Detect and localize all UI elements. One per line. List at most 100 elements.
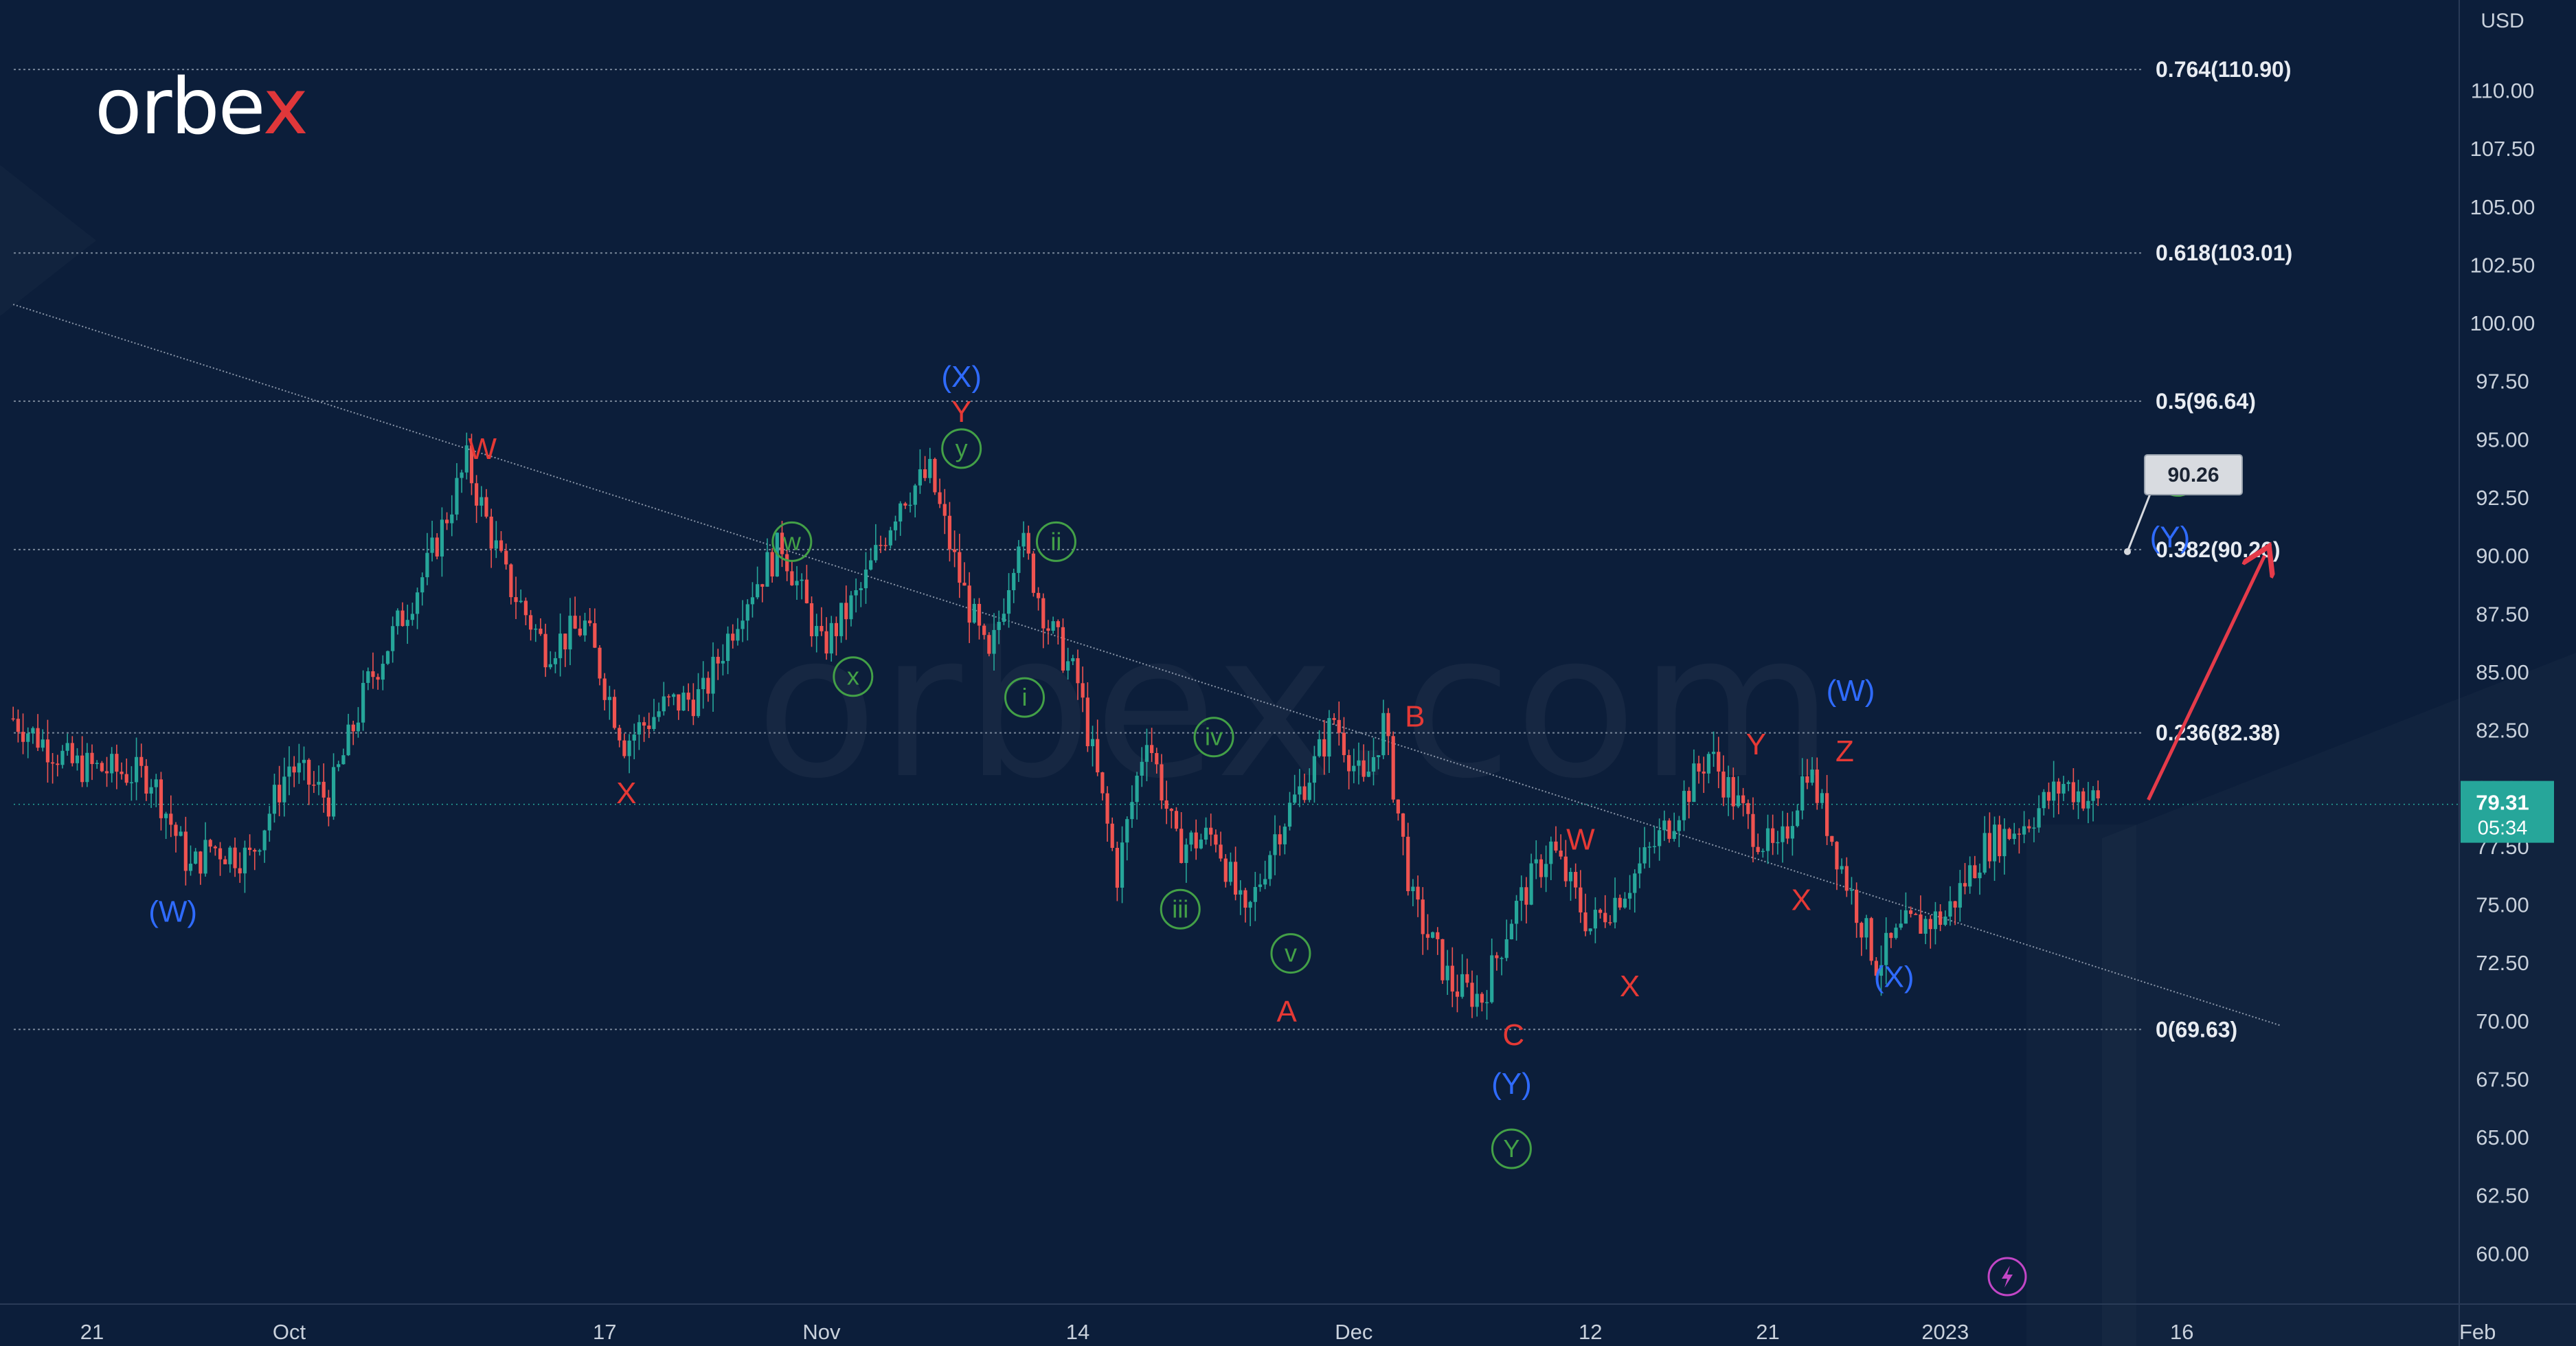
candle-body — [1017, 546, 1021, 573]
candle-body — [1647, 846, 1651, 848]
candle-body — [1889, 932, 1893, 939]
candle-body — [972, 603, 976, 623]
candle-body — [2032, 827, 2036, 829]
candle-body — [1554, 841, 1558, 851]
candle-body — [1785, 826, 1789, 839]
candle-body — [1776, 842, 1780, 844]
candle-body — [642, 722, 646, 726]
candle-body — [756, 584, 760, 598]
y-tick-label: 65.00 — [2476, 1125, 2529, 1149]
candle-body — [1544, 864, 1548, 877]
candle-body — [1603, 912, 1607, 923]
y-tick-label: 107.50 — [2470, 137, 2535, 161]
candle-body — [1352, 765, 1356, 772]
candle-body — [1973, 865, 1977, 879]
candle-body — [523, 601, 528, 616]
candle-body — [1450, 965, 1454, 992]
wave-label: X — [616, 776, 636, 810]
candle-body — [1100, 772, 1105, 794]
candle-body — [2037, 808, 2041, 828]
wave-label-text: iv — [1205, 723, 1223, 751]
candle-body — [829, 622, 833, 654]
candle-body — [1021, 532, 1026, 547]
candle-body — [1751, 814, 1755, 847]
projection-arrow[interactable] — [2147, 556, 2264, 801]
candle-body — [1894, 928, 1898, 939]
candle-body — [1268, 855, 1272, 879]
candle-body — [607, 697, 611, 700]
candle-body — [154, 779, 158, 787]
candle-body — [958, 552, 962, 583]
current-price-value: 79.31 — [2476, 791, 2529, 815]
candle-body — [1855, 889, 1859, 923]
candle-body — [2096, 790, 2100, 798]
candle-body — [484, 497, 488, 517]
candle-body — [1475, 994, 1479, 1007]
candle-body — [2057, 781, 2061, 794]
candle-body — [1243, 890, 1247, 908]
candle-body — [790, 571, 794, 585]
candle-body — [1638, 863, 1642, 874]
time-axis[interactable]: 21 Oct 17 Nov 14 Dec 12 21 2023 16 Feb — [0, 1303, 2576, 1344]
candle-body — [80, 755, 84, 783]
candle-body — [1908, 910, 1913, 915]
candle-body — [1869, 918, 1873, 961]
candle-body — [701, 677, 705, 690]
wave-label: Z — [1835, 734, 1854, 768]
candle-body — [282, 776, 286, 803]
price-markers: 90.26 79.31 05:34 — [1987, 454, 2554, 1297]
wave-label: X — [1620, 969, 1640, 1003]
candle-body — [558, 633, 563, 658]
candle-body — [539, 628, 543, 634]
candle-body — [1484, 1002, 1489, 1004]
candle-body — [1362, 760, 1366, 777]
candle-body — [553, 658, 558, 664]
candle-body — [982, 625, 986, 636]
candle-body — [460, 472, 464, 478]
candle-body — [1702, 771, 1706, 774]
candle-body — [199, 851, 203, 874]
candle-body — [1248, 901, 1252, 908]
y-tick-label: 95.00 — [2476, 427, 2529, 451]
candle-body — [844, 603, 848, 620]
wave-label: (X) — [1874, 960, 1914, 994]
candle-body — [863, 569, 868, 589]
candle-body — [1628, 893, 1632, 899]
candle-body — [400, 610, 405, 627]
candle-body — [879, 545, 883, 546]
candle-body — [583, 620, 587, 636]
candle-body — [1672, 831, 1676, 839]
candle-body — [548, 664, 552, 668]
candle-body — [420, 577, 425, 593]
lightning-icon[interactable] — [1987, 1257, 2027, 1297]
candle-body — [1746, 803, 1750, 814]
candle-body — [1509, 923, 1513, 940]
candle-body — [1125, 819, 1129, 843]
candle-body — [1726, 776, 1730, 798]
candle-body — [21, 732, 25, 742]
candle-body — [696, 689, 701, 717]
candle-body — [627, 740, 631, 756]
candle-body — [839, 603, 844, 636]
candle-body — [1455, 991, 1460, 997]
candle-body — [1682, 791, 1686, 820]
wave-label: (W) — [1827, 674, 1875, 708]
candle-body — [706, 677, 710, 694]
candle-body — [1371, 756, 1376, 772]
candle-body — [1135, 775, 1139, 803]
wave-label: (Y) — [1491, 1067, 1532, 1101]
wave-label-text: iii — [1172, 895, 1188, 923]
candle-body — [479, 497, 484, 506]
candle-body — [1460, 974, 1465, 997]
candle-body — [795, 581, 799, 585]
trendline[interactable] — [12, 304, 2281, 1027]
candle-body — [1939, 911, 1943, 925]
wave-label-circled: ii — [1035, 521, 1076, 562]
candle-body — [1026, 532, 1030, 554]
candle-body — [1169, 809, 1173, 811]
candle-body — [2081, 791, 2086, 809]
wave-label-circled: Y — [1491, 1128, 1532, 1169]
candle-body — [1081, 683, 1085, 698]
candle-body — [1805, 776, 1809, 783]
